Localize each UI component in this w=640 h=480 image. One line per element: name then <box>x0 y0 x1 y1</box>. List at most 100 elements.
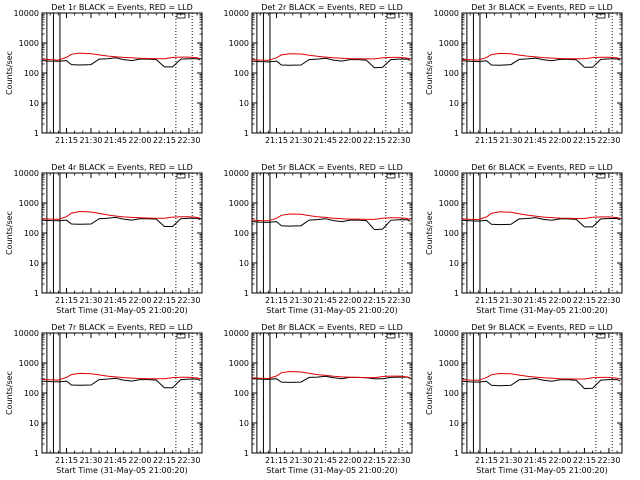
events-series-line <box>461 57 621 68</box>
x-tick-label: 21:45 <box>524 136 547 145</box>
y-axis-label: Counts/sec <box>425 51 434 95</box>
chart-panel-3: Det 3r BLACK = Events, RED = LLD 1 10 100 10… <box>425 3 623 145</box>
x-tick-label: 21:45 <box>104 136 127 145</box>
x-axis-label: Start Time (31-May-05 21:00:20) <box>266 306 397 315</box>
y-axis-label: Counts/sec <box>5 371 14 415</box>
chart-panel-4: Det 4r BLACK = Events, RED = LLD 1 10 100 10… <box>5 163 203 315</box>
events-series-line <box>41 57 201 68</box>
x-tick-label: 22:00 <box>128 296 151 305</box>
y-tick-label: 1 <box>34 449 39 458</box>
chart-title: Det 2r BLACK = Events, RED = LLD <box>261 3 403 12</box>
x-tick-label: 21:30 <box>289 136 312 145</box>
x-tick-label: 22:15 <box>153 456 176 465</box>
x-tick-label: 22:15 <box>573 136 596 145</box>
x-tick-label: 22:30 <box>177 136 200 145</box>
y-tick-label: 1000 <box>229 39 249 48</box>
y-tick-label: 1 <box>454 449 459 458</box>
lld-series-line <box>251 370 411 380</box>
y-axis-label: Counts/sec <box>425 371 434 415</box>
y-tick-label: 1000 <box>229 199 249 208</box>
y-axis-label: Counts/sec <box>5 211 14 255</box>
x-tick-label: 21:45 <box>314 136 337 145</box>
y-tick-label: 1 <box>454 289 459 298</box>
flag-box <box>176 13 186 19</box>
x-axis-label: Start Time (31-May-05 21:00:20) <box>476 306 607 315</box>
lld-series-line <box>461 52 621 61</box>
y-tick-label: 10 <box>239 419 249 428</box>
y-tick-label: 10000 <box>224 169 249 178</box>
x-tick-label: 21:30 <box>499 296 522 305</box>
plot-frame <box>461 332 623 454</box>
y-axis-label: Counts/sec <box>425 211 434 255</box>
y-tick-label: 10000 <box>14 169 39 178</box>
chart-title: Det 7r BLACK = Events, RED = LLD <box>51 323 193 332</box>
y-tick-label: 1 <box>244 289 249 298</box>
x-tick-label: 22:00 <box>128 456 151 465</box>
x-axis-label: Start Time (31-May-05 21:00:20) <box>266 466 397 475</box>
x-tick-label: 21:45 <box>314 296 337 305</box>
x-tick-label: 22:30 <box>177 296 200 305</box>
y-tick-label: 10000 <box>14 9 39 18</box>
x-tick-label: 22:30 <box>387 136 410 145</box>
x-tick-label: 21:30 <box>499 136 522 145</box>
events-series-line <box>251 375 411 383</box>
plot-frame <box>251 332 413 454</box>
plot-frame <box>41 12 203 134</box>
chart-title: Det 1r BLACK = Events, RED = LLD <box>51 3 193 12</box>
y-tick-label: 1000 <box>439 199 459 208</box>
x-tick-label: 22:15 <box>153 136 176 145</box>
x-tick-label: 21:45 <box>524 456 547 465</box>
y-tick-label: 1 <box>454 129 459 138</box>
x-tick-label: 21:30 <box>79 456 102 465</box>
chart-title: Det 5r BLACK = Events, RED = LLD <box>261 163 403 172</box>
x-tick-label: 22:30 <box>387 456 410 465</box>
flag-box <box>176 333 186 339</box>
y-tick-label: 10 <box>449 99 459 108</box>
y-axis-label: Counts/sec <box>5 51 14 95</box>
plot-frame <box>461 12 623 134</box>
lld-series-line <box>41 210 201 220</box>
x-tick-label: 22:00 <box>548 136 571 145</box>
y-tick-label: 1000 <box>439 39 459 48</box>
x-tick-label: 22:15 <box>363 456 386 465</box>
flag-box <box>386 13 396 19</box>
events-series-line <box>41 377 201 389</box>
x-tick-label: 22:00 <box>338 296 361 305</box>
events-series-line <box>251 57 411 69</box>
chart-panel-2: Det 2r BLACK = Events, RED = LLD 1 10 100 10… <box>224 3 413 145</box>
lld-series-line <box>461 211 621 221</box>
events-series-line <box>461 217 621 228</box>
x-tick-label: 21:15 <box>475 456 498 465</box>
plot-frame <box>251 172 413 294</box>
y-tick-label: 1 <box>244 449 249 458</box>
events-series-line <box>41 216 201 227</box>
flag-box <box>596 333 606 339</box>
x-tick-label: 21:15 <box>475 136 498 145</box>
x-tick-label: 22:00 <box>338 456 361 465</box>
x-tick-label: 21:30 <box>289 296 312 305</box>
chart-title: Det 8r BLACK = Events, RED = LLD <box>261 323 403 332</box>
y-tick-label: 1000 <box>229 359 249 368</box>
y-tick-label: 1000 <box>19 359 39 368</box>
flag-box <box>176 173 186 179</box>
y-tick-label: 10000 <box>224 9 249 18</box>
plot-frame <box>461 172 623 294</box>
x-tick-label: 22:15 <box>153 296 176 305</box>
chart-title: Det 6r BLACK = Events, RED = LLD <box>471 163 613 172</box>
x-tick-label: 21:15 <box>475 296 498 305</box>
x-tick-label: 22:00 <box>128 136 151 145</box>
chart-panel-7: Det 7r BLACK = Events, RED = LLD 1 10 100 10… <box>5 323 203 475</box>
chart-panel-8: Det 8r BLACK = Events, RED = LLD 1 10 100 10… <box>224 323 413 475</box>
x-tick-label: 22:15 <box>363 136 386 145</box>
y-tick-label: 100 <box>444 389 459 398</box>
y-tick-label: 10 <box>449 259 459 268</box>
x-tick-label: 22:30 <box>387 296 410 305</box>
lld-series-line <box>41 52 201 61</box>
y-tick-label: 1000 <box>19 199 39 208</box>
x-tick-label: 21:30 <box>499 456 522 465</box>
plot-frame <box>41 172 203 294</box>
events-series-line <box>251 218 411 231</box>
x-tick-label: 21:45 <box>104 296 127 305</box>
x-tick-label: 22:15 <box>573 456 596 465</box>
y-tick-label: 10 <box>29 259 39 268</box>
